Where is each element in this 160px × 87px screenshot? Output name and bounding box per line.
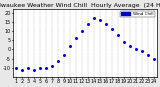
Legend: Wind Chill: Wind Chill [120,11,155,17]
Title: Milwaukee Weather Wind Chill  Hourly Average  (24 Hours): Milwaukee Weather Wind Chill Hourly Aver… [0,3,160,8]
